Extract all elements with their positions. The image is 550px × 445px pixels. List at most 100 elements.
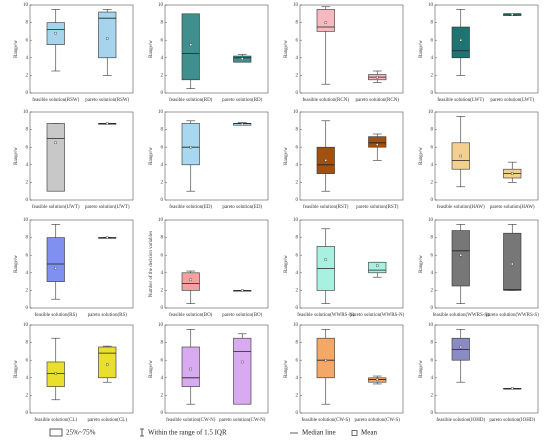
mean-marker <box>511 387 514 390</box>
y-tick-label: 8 <box>431 128 434 133</box>
legend-label: Within the range of 1.5 IQR <box>148 429 227 437</box>
y-tick-label: 2 <box>161 289 164 294</box>
y-tick-label: 2 <box>296 394 299 399</box>
legend-box-swatch <box>49 428 63 437</box>
x-tick-label: feasible solution(IOHD) <box>436 418 485 423</box>
box <box>98 346 117 379</box>
x-tick-label: pareto solution(WWRS-N) <box>350 313 404 318</box>
y-tick-label: 4 <box>161 163 164 168</box>
x-tick-label: feasible solution(RS) <box>35 313 78 318</box>
y-tick-label: 10 <box>23 3 29 8</box>
y-tick-label: 8 <box>26 341 29 346</box>
mean-marker <box>54 372 57 375</box>
mean-marker <box>54 141 57 145</box>
legend: 25%~75% Within the range of 1.5 IQR Medi… <box>49 428 377 437</box>
y-tick-label: 2 <box>296 181 299 186</box>
box <box>316 337 335 379</box>
y-tick-label: 4 <box>161 56 164 61</box>
y-tick-label: 2 <box>296 74 299 79</box>
y-tick-label: 0 <box>431 198 434 203</box>
plot-frame <box>299 4 404 94</box>
y-tick-label: 4 <box>26 271 29 276</box>
y-axis-label: Range/w <box>14 40 19 58</box>
y-tick-label: 10 <box>158 218 164 223</box>
y-axis-label: Range/w <box>149 147 154 165</box>
y-tick-label: 2 <box>296 289 299 294</box>
mean-marker <box>106 236 109 239</box>
y-axis-label: Number of the decision variables <box>149 231 154 297</box>
mean-marker <box>189 278 192 282</box>
legend-label: 25%~75% <box>66 429 96 437</box>
y-tick-label: 2 <box>431 289 434 294</box>
y-tick-label: 0 <box>161 91 164 96</box>
x-tick-label: pareto solution(RS) <box>88 313 128 318</box>
y-tick-label: 0 <box>431 306 434 311</box>
x-tick-label: feasible solution(HAW) <box>437 205 485 210</box>
mean-marker <box>511 172 514 175</box>
plot-frame <box>434 4 539 94</box>
y-tick-label: 2 <box>26 289 29 294</box>
y-tick-label: 4 <box>296 376 299 381</box>
x-tick-label: feasible solution(LWT) <box>437 98 484 103</box>
y-tick-label: 8 <box>431 236 434 241</box>
mean-marker <box>324 258 327 261</box>
x-tick-label: pareto solution(CL) <box>87 418 127 423</box>
y-tick-label: 4 <box>161 376 164 381</box>
y-tick-label: 8 <box>431 341 434 346</box>
y-tick-label: 8 <box>161 128 164 133</box>
x-tick-label: feasible solution(CW-N) <box>166 418 216 423</box>
y-tick-label: 8 <box>431 21 434 26</box>
mean-marker <box>189 367 192 371</box>
box <box>181 123 200 166</box>
y-tick-label: 10 <box>428 110 434 115</box>
panel: 0 2 4 6 8 10 Range/w feasible solution(ED) paret… <box>149 110 269 210</box>
y-tick-label: 10 <box>428 218 434 223</box>
y-axis-label: Range/w <box>419 360 424 378</box>
box <box>181 13 200 81</box>
panel: 0 2 4 6 8 10 Range/w feasible solution(LWT) pare… <box>419 3 539 103</box>
x-tick-label: feasible solution(RCN) <box>302 98 349 103</box>
y-tick-label: 8 <box>296 128 299 133</box>
plot-frame <box>164 324 269 414</box>
y-tick-label: 0 <box>161 411 164 416</box>
legend-whisker-swatch <box>140 428 144 437</box>
x-tick-label: pareto solution(BO) <box>222 313 262 318</box>
y-tick-label: 0 <box>26 91 29 96</box>
y-tick-label: 2 <box>431 181 434 186</box>
x-tick-label: pareto solution(RST) <box>356 205 399 210</box>
y-tick-label: 6 <box>161 358 164 363</box>
mean-marker <box>324 159 327 162</box>
panel: 0 2 4 6 8 10 Range/w feasible solution(WWRS-N)p… <box>284 218 404 318</box>
y-tick-label: 2 <box>431 394 434 399</box>
x-tick-label: feasible solution(RST) <box>303 205 349 210</box>
y-tick-label: 4 <box>161 271 164 276</box>
x-tick-label: feasible solution(CL) <box>34 418 77 423</box>
mean-marker <box>54 267 57 270</box>
y-tick-label: 0 <box>431 91 434 96</box>
plot-frame <box>29 111 134 201</box>
y-axis-label: Range/w <box>419 255 424 273</box>
y-tick-label: 2 <box>161 181 164 186</box>
y-tick-label: 2 <box>26 74 29 79</box>
plot-frame <box>434 324 539 414</box>
y-tick-label: 0 <box>161 198 164 203</box>
plot-frame <box>434 111 539 201</box>
y-tick-label: 4 <box>431 376 434 381</box>
box <box>316 9 335 32</box>
y-axis-label: Range/w <box>14 360 19 378</box>
y-tick-label: 6 <box>296 38 299 43</box>
y-tick-label: 4 <box>26 376 29 381</box>
panel: 0 2 4 6 8 10 Range/w feasible solution(CW-N) par… <box>149 323 269 423</box>
y-tick-label: 4 <box>296 163 299 168</box>
box <box>451 26 470 59</box>
y-axis-label: Range/w <box>149 360 154 378</box>
y-tick-label: 2 <box>26 181 29 186</box>
y-tick-label: 8 <box>296 21 299 26</box>
x-tick-label: pareto solution(RCN) <box>356 98 400 103</box>
y-axis-label: Range/w <box>14 255 19 273</box>
plot-frame <box>164 219 269 309</box>
box <box>451 230 470 287</box>
y-tick-label: 10 <box>293 110 299 115</box>
plot-frame <box>164 4 269 94</box>
panel: 0 2 4 6 8 10 Range/w feasible solution(RCN) pare… <box>284 3 404 103</box>
